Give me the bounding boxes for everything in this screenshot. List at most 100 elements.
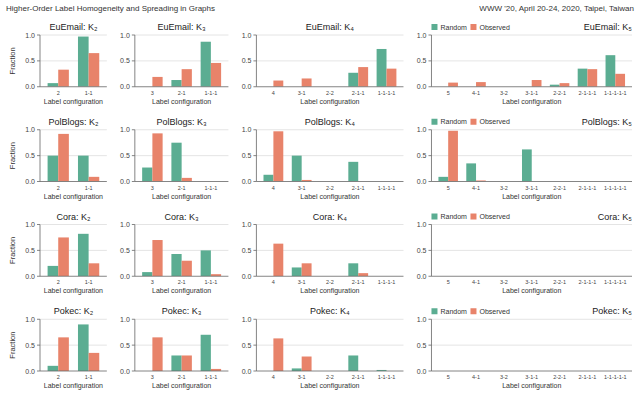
x-axis-label: Label configuration	[300, 382, 359, 390]
y-tick	[253, 35, 256, 36]
y-tick	[37, 371, 40, 372]
x-axis-label: Label configuration	[152, 287, 211, 295]
grid-line	[135, 224, 229, 225]
x-tick-label: 2-2-1	[553, 279, 566, 285]
y-tick-label: 1.0	[242, 316, 252, 323]
y-tick	[37, 129, 40, 130]
subplot-title: PolBlogs: K₅	[582, 117, 633, 127]
y-tick-label: 0.0	[25, 83, 35, 90]
y-tick-label: 0.5	[242, 57, 252, 64]
subplot-title: Cora: K₅	[598, 212, 633, 222]
y-tick-label: 0.0	[242, 83, 252, 90]
bar	[89, 263, 100, 276]
legend-label: Observed	[479, 308, 509, 315]
bar	[615, 74, 625, 87]
x-tick-label: 2-1	[178, 90, 186, 96]
bar	[89, 177, 100, 182]
bars	[448, 55, 625, 87]
y-tick	[37, 181, 40, 182]
figure-title: Higher-Order Label Homogeneity and Sprea…	[6, 4, 215, 13]
y-tick	[428, 224, 431, 225]
bar	[302, 263, 312, 276]
y-tick	[428, 345, 431, 346]
y-tick	[132, 371, 135, 372]
subplot-title: PolBlogs: K₃	[157, 117, 208, 127]
x-axis-label: Label configuration	[300, 193, 359, 201]
y-axis	[256, 225, 257, 277]
grid-line	[431, 224, 632, 225]
x-tick-label: 2-2-1	[553, 374, 566, 380]
y-tick	[37, 276, 40, 277]
bar	[58, 237, 69, 276]
y-tick	[37, 35, 40, 36]
bar	[152, 337, 162, 371]
x-tick-label: 2-1-1	[352, 374, 365, 380]
bar	[78, 234, 89, 276]
x-axis-label: Label configuration	[152, 382, 211, 390]
subplot-title: EuEmail: K₃	[158, 22, 207, 32]
subplot-title: PolBlogs: K₂	[48, 117, 99, 127]
subplot-title: EuEmail: K₂	[49, 22, 98, 32]
x-tick-label: 5	[447, 185, 450, 191]
bar	[532, 80, 542, 87]
x-tick-label: 5	[447, 374, 450, 380]
bar	[302, 78, 312, 86]
y-tick-label: 0.0	[417, 83, 427, 90]
bars	[48, 234, 100, 276]
bar	[302, 357, 312, 371]
x-tick-label: 2	[57, 279, 60, 285]
y-tick	[37, 224, 40, 225]
y-tick-label: 0.5	[242, 247, 252, 254]
x-axis-label: Label configuration	[152, 193, 211, 201]
legend-swatch	[470, 24, 476, 30]
legend: RandomObserved	[431, 24, 509, 31]
bar	[152, 133, 162, 181]
y-tick-label: 0.0	[25, 273, 35, 280]
x-tick-label: 2-1	[178, 374, 186, 380]
bars	[48, 37, 100, 87]
y-tick	[428, 155, 431, 156]
legend-swatch	[431, 119, 437, 125]
y-axis	[134, 225, 135, 277]
y-axis-label: Fraction	[8, 47, 17, 74]
subplot: 0.00.51.043-12-22-1-11-1-1-1Label config…	[242, 117, 404, 201]
y-tick	[428, 250, 431, 251]
subplot-title: PolBlogs: K₄	[305, 117, 356, 127]
subplot-title: Pokec: K₅	[592, 306, 632, 316]
grid-line	[40, 319, 107, 320]
x-tick-label: 2-2	[326, 90, 334, 96]
subplot-title: Cora: K₄	[313, 212, 348, 222]
x-tick-label: 3-1-1	[525, 374, 538, 380]
x-tick-label: 1-1-1-1-1	[604, 279, 627, 285]
bars	[438, 131, 531, 182]
legend-swatch	[431, 24, 437, 30]
bar	[448, 131, 458, 182]
x-tick-label: 1-1-1-1-1	[604, 374, 627, 380]
bar	[476, 82, 486, 87]
y-tick	[37, 86, 40, 87]
y-axis	[134, 130, 135, 182]
x-tick-label: 3-1	[298, 374, 306, 380]
bar	[201, 42, 211, 87]
x-tick-label: 1-1	[85, 90, 93, 96]
bar	[587, 69, 597, 87]
grid-line	[135, 319, 229, 320]
y-tick-label: 0.0	[242, 273, 252, 280]
grid-line	[40, 345, 107, 346]
x-axis	[256, 181, 403, 182]
legend-swatch	[470, 214, 476, 220]
y-axis-label: Fraction	[8, 237, 17, 264]
y-tick-label: 0.5	[417, 247, 427, 254]
figure: Higher-Order Label Homogeneity and Sprea…	[0, 0, 640, 403]
grid-line	[40, 224, 107, 225]
y-tick-label: 1.0	[120, 221, 130, 228]
bar	[466, 163, 476, 181]
y-tick	[132, 345, 135, 346]
subplot-title: Pokec: K₃	[162, 306, 202, 316]
y-axis	[431, 130, 432, 182]
y-axis	[134, 319, 135, 371]
subplot-title: EuEmail: K₄	[306, 22, 355, 32]
legend-label: Random	[440, 24, 467, 31]
y-tick	[253, 276, 256, 277]
x-axis-label: Label configuration	[44, 287, 103, 295]
